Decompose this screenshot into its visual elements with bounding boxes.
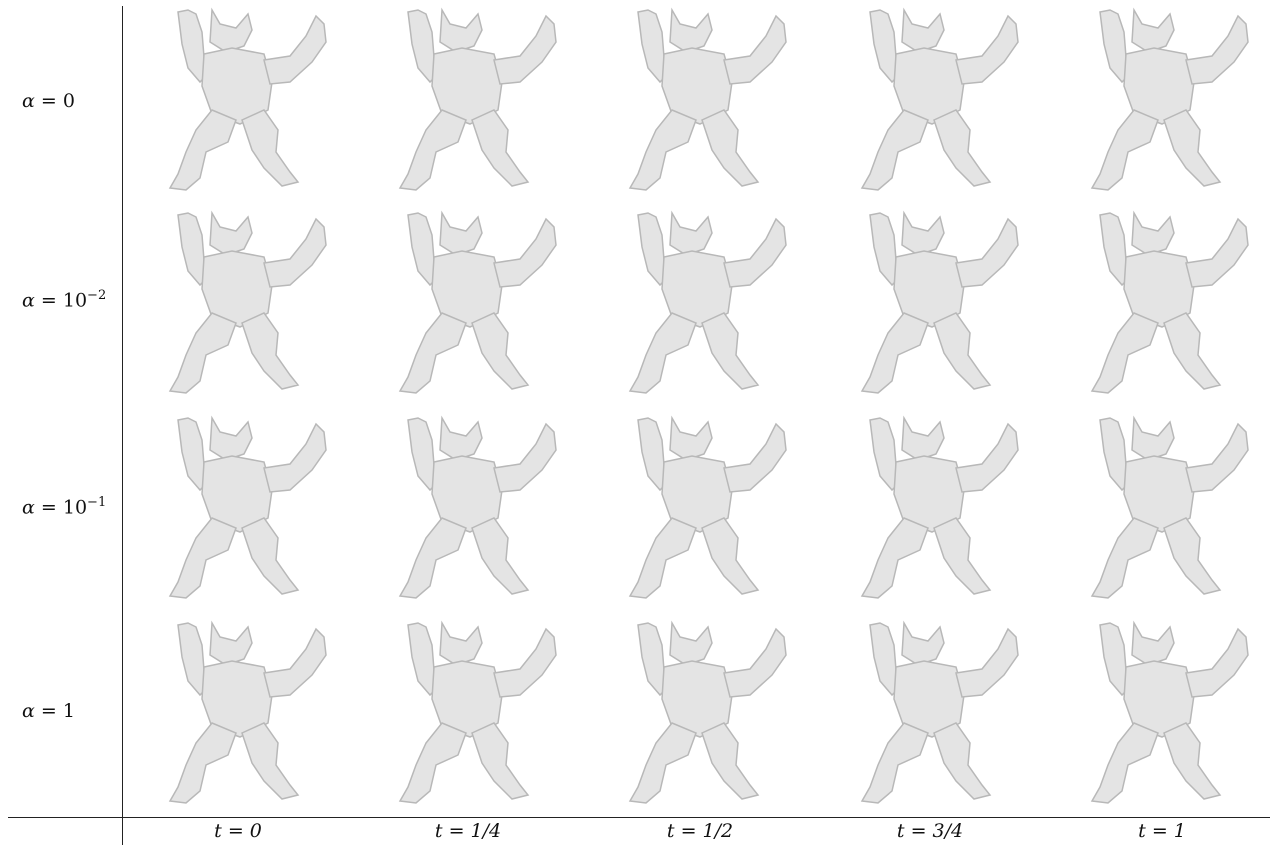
column-label-t-1-4: t = 1/4 (434, 820, 502, 842)
mesh-render (832, 615, 1032, 815)
row-label-alpha-1: α = 1 (22, 700, 75, 722)
mesh-render (140, 615, 340, 815)
mesh-render (140, 205, 340, 405)
mesh-render (600, 205, 800, 405)
mesh-render (1062, 410, 1262, 610)
mesh-render (370, 2, 570, 202)
mesh-render (370, 615, 570, 815)
vertical-axis-line (122, 6, 123, 845)
horizontal-axis-line (8, 817, 1270, 818)
mesh-render (1062, 615, 1262, 815)
column-label-t-1-2: t = 1/2 (666, 820, 734, 842)
column-label-t-1: t = 1 (1138, 820, 1186, 842)
mesh-render (600, 615, 800, 815)
row-label-alpha-0: α = 0 (22, 90, 75, 112)
mesh-render (370, 205, 570, 405)
mesh-render (832, 205, 1032, 405)
row-label-alpha-1e-2: α = 10−2 (22, 288, 107, 312)
mesh-render (600, 410, 800, 610)
column-label-t-0: t = 0 (214, 820, 262, 842)
mesh-render (1062, 205, 1262, 405)
mesh-render (1062, 2, 1262, 202)
row-label-alpha-1e-1: α = 10−1 (22, 495, 107, 519)
mesh-render (832, 2, 1032, 202)
mesh-render (600, 2, 800, 202)
mesh-render (140, 2, 340, 202)
mesh-render (832, 410, 1032, 610)
mesh-render (370, 410, 570, 610)
mesh-render (140, 410, 340, 610)
column-label-t-3-4: t = 3/4 (896, 820, 964, 842)
